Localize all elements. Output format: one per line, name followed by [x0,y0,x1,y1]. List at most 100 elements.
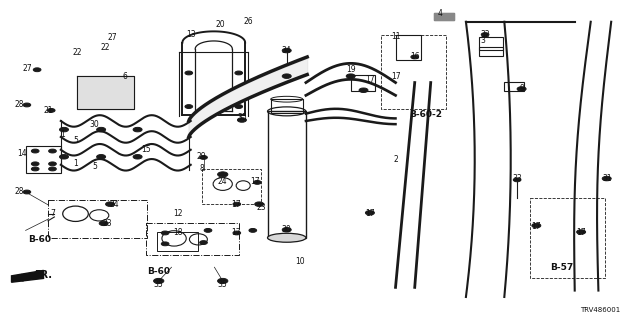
Text: 31: 31 [602,174,612,183]
Text: 21: 21 [44,106,52,115]
Circle shape [161,231,169,235]
Text: 27: 27 [22,64,32,73]
Text: 3: 3 [481,36,486,45]
Circle shape [200,156,207,159]
Bar [146,223,239,255]
Text: 20: 20 [216,20,226,28]
Text: 22: 22 [72,48,81,57]
Text: 5: 5 [92,162,97,171]
Circle shape [346,74,355,78]
Text: 29: 29 [196,152,207,161]
Circle shape [23,103,31,107]
Circle shape [218,172,228,177]
Text: 17: 17 [365,75,375,84]
Circle shape [31,162,39,166]
Circle shape [49,162,56,166]
Circle shape [602,176,611,181]
Text: 8: 8 [199,164,204,173]
Text: B-60: B-60 [147,267,170,276]
Text: 10: 10 [294,257,305,266]
Circle shape [235,71,243,75]
Circle shape [411,55,419,59]
Circle shape [218,278,228,284]
Text: 7: 7 [50,209,55,218]
Text: 12: 12 [173,209,182,218]
Text: 15: 15 [141,145,151,154]
Text: 4: 4 [438,9,443,18]
Circle shape [31,149,39,153]
Circle shape [97,127,106,132]
Text: 30: 30 [282,225,292,234]
Circle shape [255,202,264,206]
Circle shape [282,74,291,78]
Text: 14: 14 [17,149,28,158]
Text: 23: 23 [102,219,113,228]
Circle shape [49,149,56,153]
Text: 18: 18 [173,228,182,237]
Text: TRV486001: TRV486001 [580,307,620,313]
Circle shape [47,108,55,112]
Text: 28: 28 [15,100,24,108]
Circle shape [133,127,142,132]
Text: 9: 9 [519,84,524,93]
Circle shape [517,87,526,91]
Text: 5: 5 [73,136,78,145]
Bar [396,35,421,60]
Bar [351,75,375,91]
Circle shape [60,127,68,132]
Circle shape [235,105,243,108]
Ellipse shape [268,233,306,242]
Circle shape [282,48,291,53]
Text: 34: 34 [282,46,292,55]
Polygon shape [434,13,454,20]
Circle shape [185,105,193,108]
Text: 24: 24 [109,200,119,209]
Circle shape [249,228,257,232]
Text: 17: 17 [531,222,541,231]
Text: 1: 1 [60,130,65,139]
Text: 2: 2 [393,155,398,164]
Circle shape [99,221,108,226]
Text: 17: 17 [250,177,260,186]
Bar [434,13,454,20]
Bar [504,82,524,91]
Bar [202,169,261,204]
Bar [479,37,503,50]
Text: 33: 33 [512,174,522,183]
Bar [157,232,198,251]
Text: 19: 19 [346,65,356,74]
Circle shape [513,178,521,182]
Bar [268,111,306,238]
Text: 30: 30 [90,120,100,129]
Circle shape [253,180,261,184]
Circle shape [365,211,374,215]
Circle shape [154,278,164,284]
Circle shape [31,167,39,171]
Circle shape [237,118,246,122]
Text: 17: 17 [576,228,586,237]
Text: 35: 35 [154,280,164,289]
Circle shape [161,242,169,246]
Circle shape [185,71,193,75]
Circle shape [359,88,368,92]
Text: 26: 26 [243,17,253,26]
Text: B-60-2: B-60-2 [409,110,442,119]
Text: 28: 28 [15,187,24,196]
Circle shape [200,241,207,244]
Text: 11: 11 [391,32,400,41]
Bar [26,146,61,173]
Text: 1: 1 [73,159,78,168]
Circle shape [481,33,489,36]
Text: 17: 17 [365,209,375,218]
Circle shape [133,155,142,159]
Bar [48,200,147,238]
Circle shape [204,228,212,232]
Bar [381,35,446,109]
Circle shape [577,230,586,234]
Circle shape [282,228,291,232]
Circle shape [97,155,106,159]
Text: B-60: B-60 [28,235,51,244]
Text: 17: 17 [230,200,241,209]
Text: 16: 16 [410,52,420,61]
Circle shape [23,190,31,194]
